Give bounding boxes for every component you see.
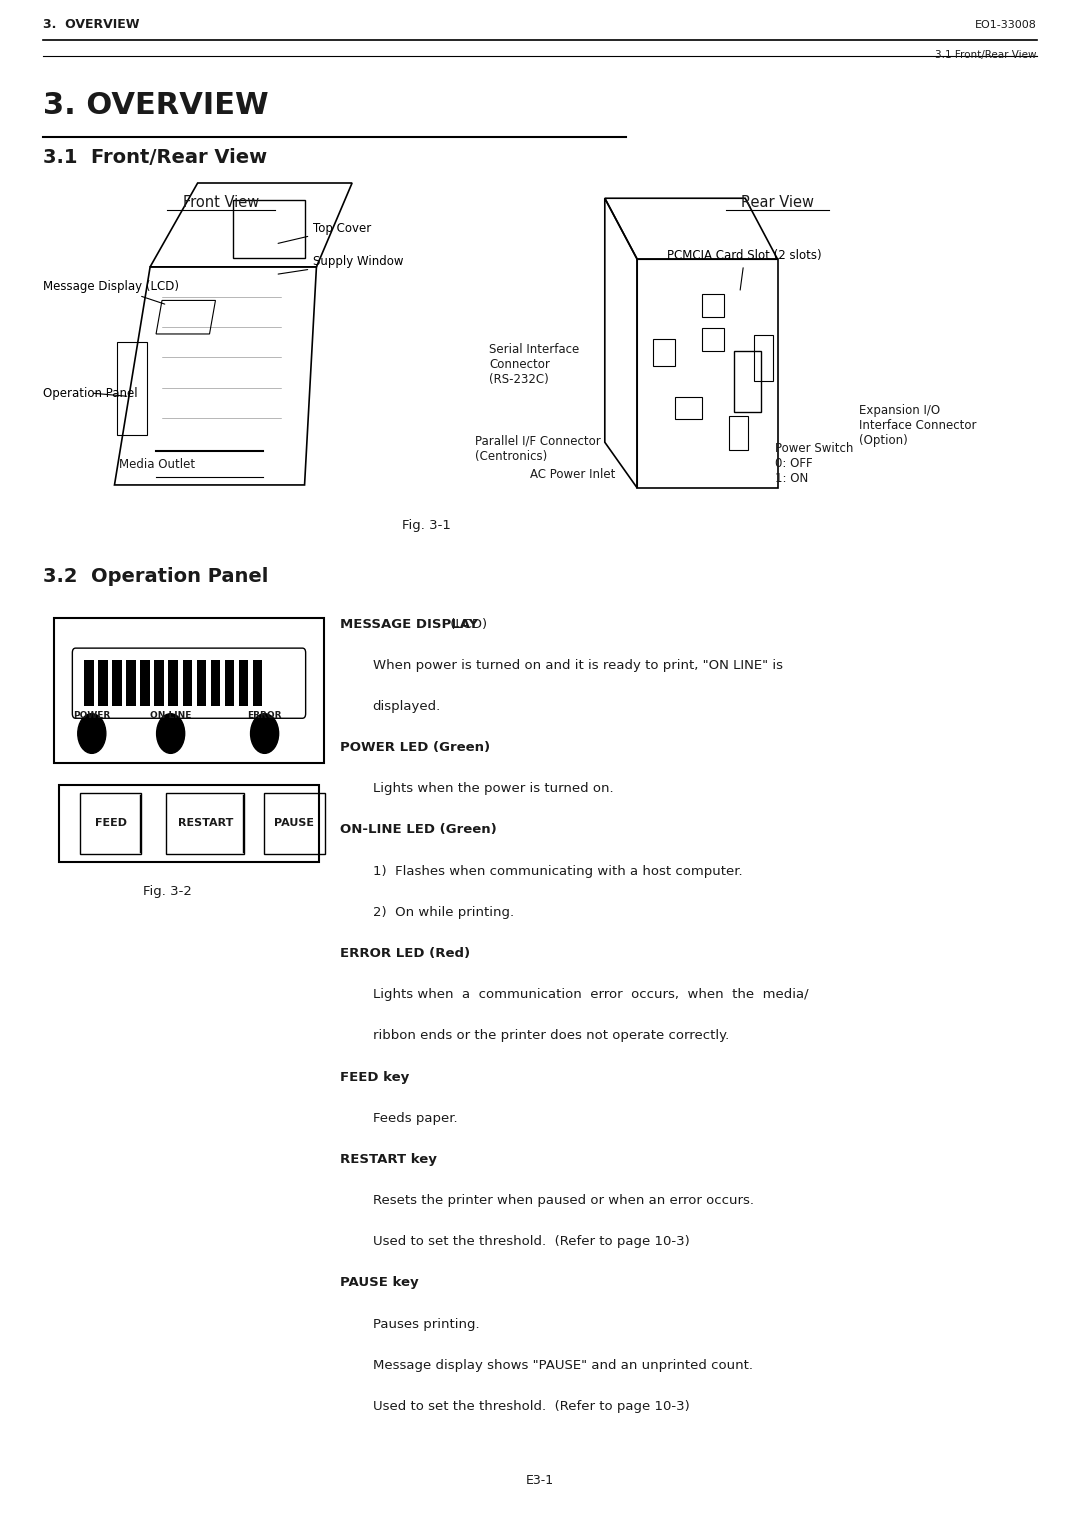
Bar	[112, 660, 122, 706]
Text: 3.2  Operation Panel: 3.2 Operation Panel	[43, 567, 269, 586]
Text: Fig. 3-2: Fig. 3-2	[143, 884, 192, 898]
Text: ERROR: ERROR	[247, 711, 282, 720]
Text: PAUSE key: PAUSE key	[340, 1276, 419, 1290]
Bar	[59, 785, 319, 862]
Text: FEED: FEED	[95, 819, 126, 828]
Text: Supply Window: Supply Window	[279, 255, 404, 274]
Text: RESTART key: RESTART key	[340, 1153, 437, 1167]
Text: PCMCIA Card Slot (2 slots): PCMCIA Card Slot (2 slots)	[667, 249, 822, 290]
Bar	[168, 660, 178, 706]
Text: ON LINE: ON LINE	[150, 711, 191, 720]
Text: Feeds paper.: Feeds paper.	[373, 1112, 457, 1125]
Bar	[183, 660, 192, 706]
Text: When power is turned on and it is ready to print, "ON LINE" is: When power is turned on and it is ready …	[373, 659, 783, 673]
Text: Message Display (LCD): Message Display (LCD)	[43, 279, 179, 303]
FancyBboxPatch shape	[72, 648, 306, 718]
Text: Rear View: Rear View	[741, 195, 814, 210]
Circle shape	[251, 714, 279, 753]
Text: 3.1 Front/Rear View: 3.1 Front/Rear View	[935, 50, 1037, 61]
Text: E3-1: E3-1	[526, 1473, 554, 1487]
Circle shape	[78, 714, 106, 753]
Bar	[754, 336, 773, 381]
Text: Serial Interface
Connector
(RS-232C): Serial Interface Connector (RS-232C)	[489, 343, 580, 386]
Bar	[117, 342, 147, 435]
Text: POWER LED (Green): POWER LED (Green)	[340, 741, 490, 755]
Text: Parallel I/F Connector
(Centronics): Parallel I/F Connector (Centronics)	[475, 435, 600, 462]
Text: PAUSE: PAUSE	[274, 819, 314, 828]
Bar	[140, 660, 150, 706]
Bar	[702, 328, 724, 351]
Text: FEED key: FEED key	[340, 1071, 409, 1084]
Text: Media Outlet: Media Outlet	[119, 458, 194, 471]
Text: Lights when  a  communication  error  occurs,  when  the  media/: Lights when a communication error occurs…	[373, 988, 808, 1002]
Text: POWER: POWER	[73, 711, 110, 720]
Text: Front View: Front View	[184, 195, 259, 210]
Bar	[702, 294, 724, 317]
Bar	[84, 660, 94, 706]
Bar	[225, 660, 234, 706]
Text: ON-LINE LED (Green): ON-LINE LED (Green)	[340, 824, 497, 837]
Bar	[54, 618, 324, 762]
Bar	[675, 396, 702, 419]
Text: 3.  OVERVIEW: 3. OVERVIEW	[43, 17, 139, 30]
Text: 2)  On while printing.: 2) On while printing.	[373, 906, 514, 920]
Text: 1)  Flashes when communicating with a host computer.: 1) Flashes when communicating with a hos…	[373, 865, 742, 878]
Bar	[154, 660, 164, 706]
Text: Power Switch
0: OFF
1: ON: Power Switch 0: OFF 1: ON	[775, 442, 854, 485]
Bar	[729, 416, 748, 450]
Bar	[253, 660, 262, 706]
Bar	[653, 339, 675, 366]
Bar	[211, 660, 220, 706]
Bar	[734, 351, 761, 412]
Text: Lights when the power is turned on.: Lights when the power is turned on.	[373, 782, 613, 796]
Bar	[197, 660, 206, 706]
Text: Message display shows "PAUSE" and an unprinted count.: Message display shows "PAUSE" and an unp…	[373, 1359, 753, 1372]
Text: RESTART: RESTART	[177, 819, 233, 828]
Text: Operation Panel: Operation Panel	[43, 386, 138, 400]
Text: 3. OVERVIEW: 3. OVERVIEW	[43, 92, 269, 120]
Text: AC Power Inlet: AC Power Inlet	[529, 468, 616, 482]
Text: ERROR LED (Red): ERROR LED (Red)	[340, 947, 470, 961]
Bar	[233, 200, 305, 258]
Circle shape	[157, 714, 185, 753]
Text: displayed.: displayed.	[373, 700, 441, 714]
Text: ribbon ends or the printer does not operate correctly.: ribbon ends or the printer does not oper…	[373, 1029, 729, 1043]
Bar	[98, 660, 108, 706]
Text: Used to set the threshold.  (Refer to page 10-3): Used to set the threshold. (Refer to pag…	[373, 1235, 689, 1249]
Text: EO1-33008: EO1-33008	[975, 20, 1037, 30]
Text: Expansion I/O
Interface Connector
(Option): Expansion I/O Interface Connector (Optio…	[859, 404, 976, 447]
Text: Top Cover: Top Cover	[279, 221, 372, 244]
Text: Pauses printing.: Pauses printing.	[373, 1318, 480, 1331]
Text: Used to set the threshold.  (Refer to page 10-3): Used to set the threshold. (Refer to pag…	[373, 1400, 689, 1414]
Text: Resets the printer when paused or when an error occurs.: Resets the printer when paused or when a…	[373, 1194, 754, 1208]
Bar	[239, 660, 248, 706]
Bar	[126, 660, 136, 706]
Text: MESSAGE DISPLAY: MESSAGE DISPLAY	[340, 618, 478, 631]
Text: 3.1  Front/Rear View: 3.1 Front/Rear View	[43, 148, 268, 166]
Text: Fig. 3-1: Fig. 3-1	[402, 518, 451, 532]
Text: (LCD): (LCD)	[446, 618, 487, 631]
